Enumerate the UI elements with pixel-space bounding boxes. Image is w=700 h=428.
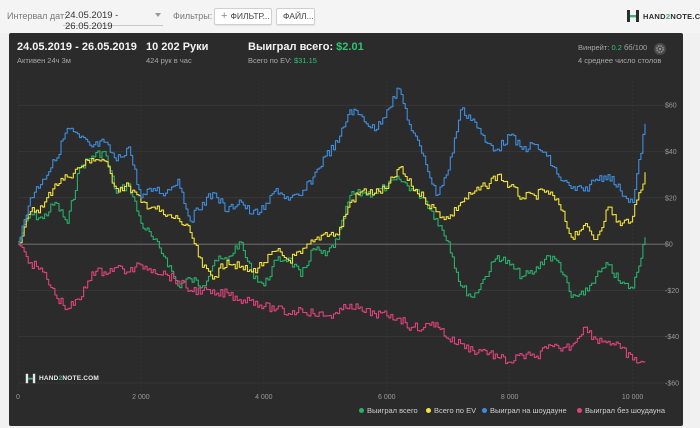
legend-dot-ev xyxy=(426,408,431,413)
active-time: Активен 24ч 3м xyxy=(17,56,71,65)
y-tick-label: $40 xyxy=(665,149,677,156)
x-tick-label: 0 xyxy=(16,394,20,401)
winrate: Винрейт: 0.2 бб/100 xyxy=(578,43,648,52)
hand2note-watermark-text: HAND2NOTE.COM xyxy=(39,375,100,382)
graph-panel xyxy=(9,33,683,426)
date-range-value: 24.05.2019 - 26.05.2019 xyxy=(65,10,119,32)
x-tick-label: 2 000 xyxy=(132,394,150,401)
hand2note-logo-text: HAND2NOTE.COM xyxy=(643,11,700,21)
avg-tables: 4 среднее число столов xyxy=(578,56,662,65)
hand2note-watermark-icon xyxy=(25,373,36,384)
legend-dot-non-showdown xyxy=(577,408,582,413)
period-title: 24.05.2019 - 26.05.2019 xyxy=(17,41,137,53)
series-line-showdown xyxy=(18,87,646,245)
x-axis-ticks: 0 2 000 4 000 6 000 8 000 10 000 xyxy=(16,394,643,401)
x-tick-label: 10 000 xyxy=(622,394,644,401)
total-ev-value: $31.15 xyxy=(293,56,317,65)
file-button-label: ФАЙЛ... xyxy=(283,11,314,21)
legend-item-non-showdown[interactable]: Выиграл без шоудауна xyxy=(577,406,665,415)
chart-grid xyxy=(17,81,667,391)
y-tick-label: -$40 xyxy=(665,334,679,341)
legend-dot-showdown xyxy=(482,408,487,413)
plus-icon: + xyxy=(221,10,228,22)
hands-per-hour: 424 рук в час xyxy=(146,56,192,65)
file-button[interactable]: ФАЙЛ... xyxy=(276,8,315,25)
total-won-value: $2.01 xyxy=(336,41,364,53)
y-tick-label: $20 xyxy=(665,195,677,202)
y-tick-label: -$20 xyxy=(665,288,679,295)
chevron-down-icon xyxy=(155,13,161,17)
x-tick-label: 4 000 xyxy=(255,394,273,401)
y-tick-label: $0 xyxy=(665,242,673,249)
filter-button-label: ФИЛЬТР... xyxy=(230,11,270,21)
legend-label-won: Выиграл всего xyxy=(367,406,418,415)
legend-label-showdown: Выиграл на шоудауне xyxy=(490,406,567,415)
y-tick-label: $60 xyxy=(665,103,677,110)
x-tick-label: 6 000 xyxy=(378,394,396,401)
series-line-won xyxy=(18,150,646,298)
series-line-non_showdown xyxy=(18,243,646,365)
settings-button[interactable] xyxy=(654,43,666,55)
legend-item-won[interactable]: Выиграл всего xyxy=(359,406,418,415)
chart-series xyxy=(18,87,646,365)
y-axis-ticks: $60 $40 $20 $0 -$20 -$40 -$60 xyxy=(665,103,679,388)
legend-label-ev: Всего по EV xyxy=(434,406,477,415)
filters-label: Фильтры: xyxy=(173,11,213,21)
filter-button[interactable]: + ФИЛЬТР... xyxy=(214,8,272,25)
legend-item-showdown[interactable]: Выиграл на шоудауне xyxy=(482,406,567,415)
series-line-ev xyxy=(18,157,646,280)
hand2note-logo: HAND2NOTE.COM xyxy=(626,9,700,23)
date-range-select[interactable]: 24.05.2019 - 26.05.2019 xyxy=(63,6,163,32)
y-tick-label: -$60 xyxy=(665,381,679,388)
hand2note-watermark: HAND2NOTE.COM xyxy=(25,373,99,384)
top-toolbar: Интервал дат: 24.05.2019 - 26.05.2019 Фи… xyxy=(0,0,700,33)
date-range-label: Интервал дат: xyxy=(7,11,67,21)
hands-count: 10 202 Руки xyxy=(146,41,209,53)
legend-item-ev[interactable]: Всего по EV xyxy=(426,406,476,415)
winrate-value: 0.2 xyxy=(611,43,622,52)
hand2note-logo-icon xyxy=(627,10,639,22)
gear-icon xyxy=(656,45,664,53)
profit-line-chart: $60 $40 $20 $0 -$20 -$40 -$60 0 2 000 4 000 6 000… xyxy=(16,81,679,401)
legend-dot-won xyxy=(359,408,364,413)
x-tick-label: 8 000 xyxy=(501,394,519,401)
total-won: Выиграл всего: $2.01 xyxy=(248,41,364,53)
total-ev: Всего по EV: $31.15 xyxy=(248,56,317,65)
legend-label-non-showdown: Выиграл без шоудауна xyxy=(585,406,665,415)
